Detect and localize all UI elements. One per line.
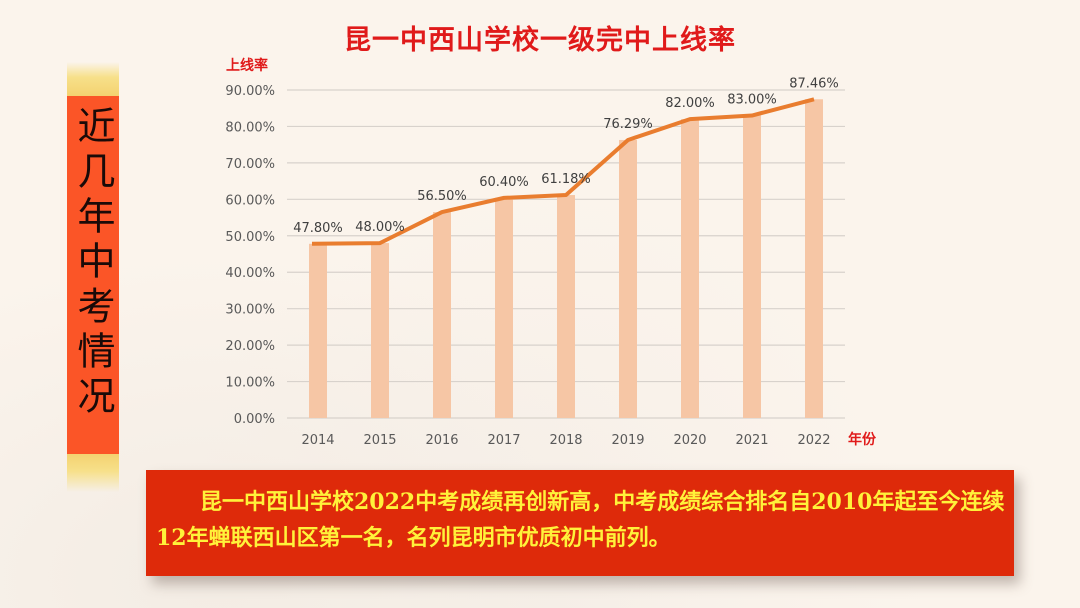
x-tick-label: 2021 bbox=[735, 433, 768, 448]
x-tick-label: 2022 bbox=[797, 433, 830, 448]
bar bbox=[743, 115, 761, 418]
bars bbox=[309, 99, 823, 419]
data-label: 76.29% bbox=[603, 117, 653, 132]
data-label: 83.00% bbox=[727, 93, 777, 108]
x-axis-label: 年份 bbox=[848, 431, 877, 448]
y-axis-ticks: 0.00% 10.00% 20.00% 30.00% 40.00% 50.00% 60.00… bbox=[225, 84, 275, 427]
data-label: 48.00% bbox=[355, 220, 405, 235]
x-tick-label: 2016 bbox=[425, 433, 458, 448]
y-tick-label: 70.00% bbox=[225, 157, 275, 172]
y-tick-label: 40.00% bbox=[225, 266, 275, 281]
y-tick-label: 50.00% bbox=[225, 230, 275, 245]
bar bbox=[557, 195, 575, 418]
trend-line bbox=[311, 97, 815, 246]
bar bbox=[681, 119, 699, 419]
bar bbox=[433, 212, 451, 418]
banner-cap-bottom bbox=[67, 454, 119, 492]
y-tick-label: 30.00% bbox=[225, 303, 275, 318]
x-tick-label: 2018 bbox=[549, 433, 582, 448]
bar bbox=[371, 243, 389, 418]
x-axis-ticks: 2014 2015 2016 2017 2018 2019 2020 2021 2022 bbox=[301, 433, 830, 448]
y-axis-label: 上线率 bbox=[226, 57, 268, 74]
data-labels: 47.80% 48.00% 56.50% 60.40% 61.18% 76.29% 82.0… bbox=[293, 76, 839, 236]
data-label: 47.80% bbox=[293, 221, 343, 236]
side-banner: 近几年中考情况 bbox=[67, 62, 119, 492]
y-tick-label: 60.00% bbox=[225, 193, 275, 208]
banner-cap-top bbox=[67, 62, 119, 96]
x-tick-label: 2019 bbox=[611, 433, 644, 448]
bar bbox=[619, 139, 637, 418]
bar bbox=[805, 99, 823, 418]
chart-title: 昆一中西山学校一级完中上线率 bbox=[344, 25, 736, 56]
x-tick-label: 2020 bbox=[673, 433, 706, 448]
bar bbox=[495, 197, 513, 418]
x-tick-label: 2014 bbox=[301, 433, 334, 448]
summary-box: 昆一中西山学校2022中考成绩再创新高，中考成绩综合排名自2010年起至今连续1… bbox=[146, 470, 1014, 576]
data-label: 87.46% bbox=[789, 76, 839, 91]
side-banner-label: 近几年中考情况 bbox=[71, 106, 115, 421]
data-label: 60.40% bbox=[479, 175, 529, 190]
y-tick-label: 0.00% bbox=[234, 412, 275, 427]
banner-body bbox=[67, 96, 119, 454]
data-label: 56.50% bbox=[417, 189, 467, 204]
data-label: 82.00% bbox=[665, 96, 715, 111]
data-label: 61.18% bbox=[541, 172, 591, 187]
x-tick-label: 2017 bbox=[487, 433, 520, 448]
y-tick-label: 10.00% bbox=[225, 376, 275, 391]
summary-text: 昆一中西山学校2022中考成绩再创新高，中考成绩综合排名自2010年起至今连续1… bbox=[156, 489, 1005, 551]
x-tick-label: 2015 bbox=[363, 433, 396, 448]
y-tick-label: 20.00% bbox=[225, 339, 275, 354]
y-tick-label: 80.00% bbox=[225, 120, 275, 135]
y-tick-label: 90.00% bbox=[225, 84, 275, 99]
bar bbox=[309, 243, 327, 418]
